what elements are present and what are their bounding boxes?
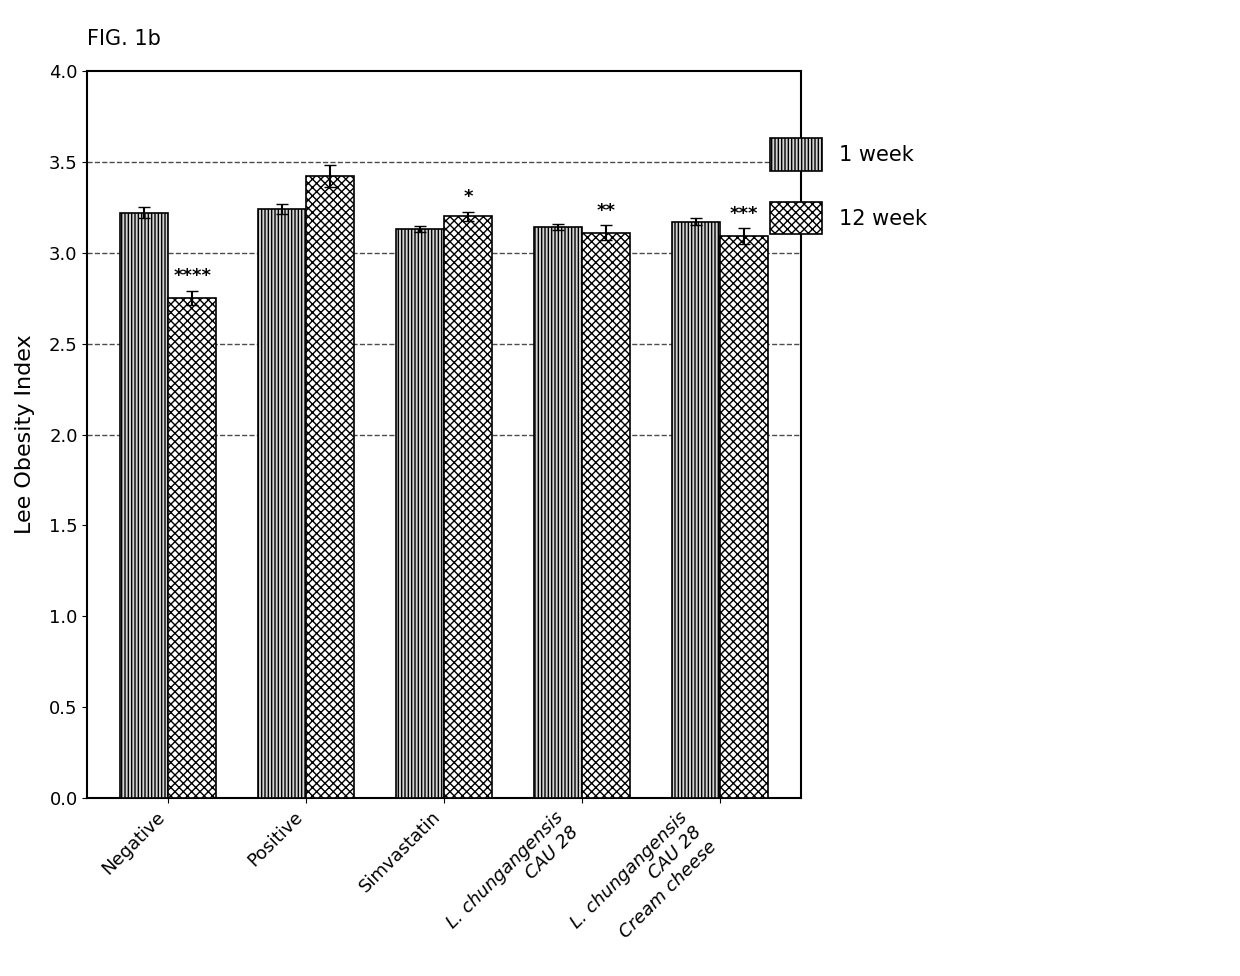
Y-axis label: Lee Obesity Index: Lee Obesity Index (15, 335, 35, 534)
Bar (120, 213, 169, 798)
Bar (258, 209, 306, 798)
Text: **: ** (596, 202, 616, 220)
Bar (533, 227, 582, 798)
Text: FIG. 1b: FIG. 1b (87, 29, 161, 49)
Bar (582, 232, 630, 798)
Bar (444, 217, 492, 798)
Bar (672, 222, 720, 798)
Bar (396, 229, 444, 798)
Bar (169, 298, 217, 798)
Text: ****: **** (174, 267, 211, 285)
Bar (720, 236, 769, 798)
Bar (306, 177, 355, 798)
Text: *: * (464, 188, 472, 206)
Text: ***: *** (730, 205, 759, 223)
Legend: 1 week, 12 week: 1 week, 12 week (749, 117, 947, 255)
